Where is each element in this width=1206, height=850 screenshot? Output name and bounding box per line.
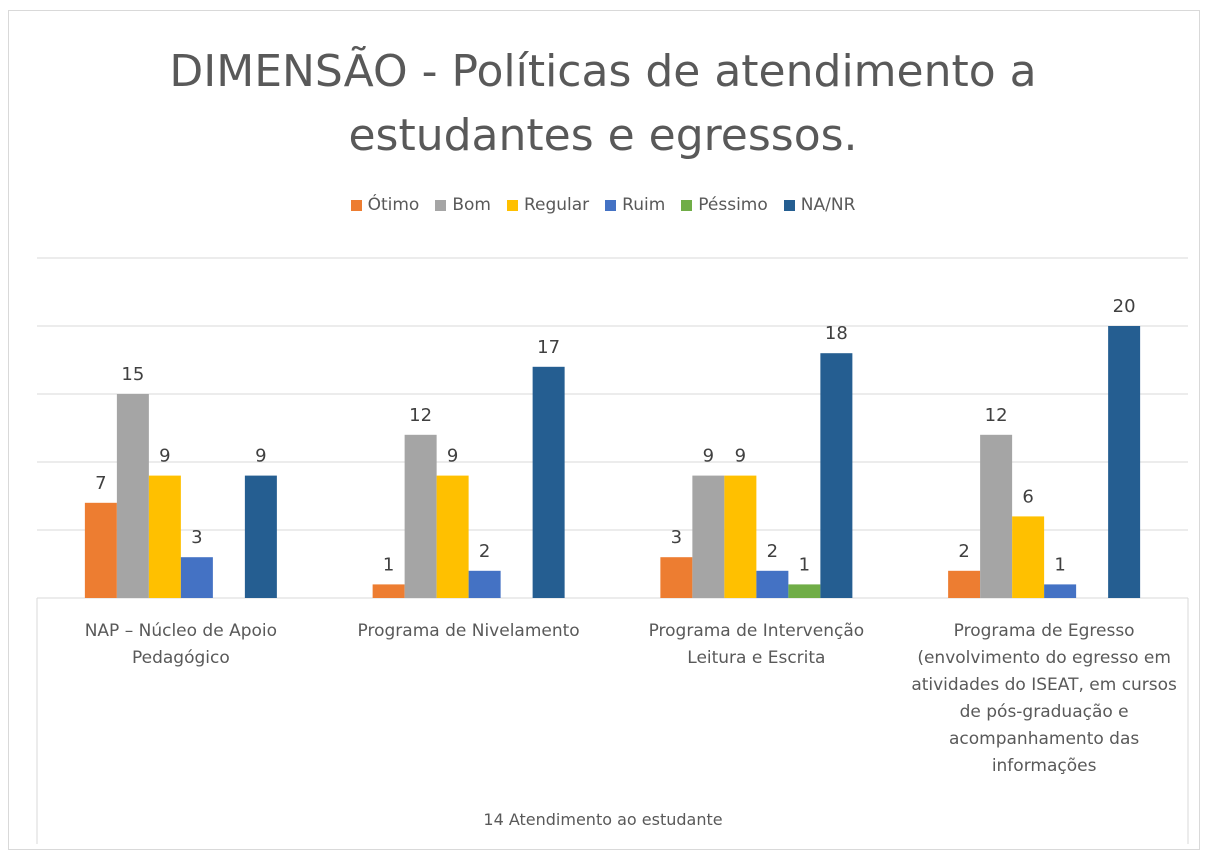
- bar: [468, 570, 501, 598]
- data-label: 18: [825, 323, 848, 344]
- legend-item: Regular: [506, 195, 590, 215]
- data-label: 12: [409, 405, 432, 426]
- bar: [84, 502, 117, 598]
- data-label: 1: [383, 554, 394, 575]
- legend-swatch: [435, 199, 447, 211]
- data-label: 1: [1054, 554, 1065, 575]
- data-label: 1: [799, 554, 810, 575]
- bar: [756, 570, 789, 598]
- data-label: 20: [1113, 296, 1136, 317]
- legend-label: Bom: [452, 195, 491, 215]
- bar: [1012, 516, 1045, 598]
- legend-swatch: [783, 199, 795, 211]
- legend-item: NA/NR: [783, 195, 856, 215]
- legend-swatch: [605, 199, 617, 211]
- legend-label: Ruim: [622, 195, 666, 215]
- bar: [980, 434, 1013, 598]
- data-label: 2: [958, 541, 969, 562]
- bar: [148, 475, 181, 598]
- data-label: 7: [95, 473, 106, 494]
- x-tick-label: Programa de Nivelamento: [357, 621, 580, 641]
- bar: [788, 584, 821, 598]
- data-label: 3: [671, 527, 682, 548]
- legend-swatch: [506, 199, 518, 211]
- bar: [116, 394, 149, 598]
- legend-label: NA/NR: [800, 195, 856, 215]
- bar: [660, 557, 693, 598]
- bar: [436, 475, 469, 598]
- data-label: 2: [479, 541, 490, 562]
- data-label: 9: [703, 446, 714, 467]
- x-tick-label: Programa de Egresso (envolvimento do egr…: [911, 621, 1177, 776]
- x-axis-label: 14 Atendimento ao estudante: [483, 810, 723, 829]
- bar: [820, 353, 853, 598]
- bar: [532, 366, 565, 598]
- bar: [404, 434, 437, 598]
- data-label: 15: [121, 364, 144, 385]
- legend-item: Ótimo: [350, 195, 420, 215]
- data-label: 9: [255, 446, 266, 467]
- legend-swatch: [681, 199, 693, 211]
- data-label: 9: [159, 446, 170, 467]
- bar: [180, 557, 213, 598]
- bar: [692, 475, 725, 598]
- data-label: 2: [767, 541, 778, 562]
- data-label: 9: [447, 446, 458, 467]
- x-tick-label: NAP – Núcleo de Apoio Pedagógico: [84, 621, 278, 668]
- bar: [1108, 326, 1141, 598]
- x-tick-label: Programa de Intervenção Leitura e Escrit…: [648, 621, 865, 668]
- data-label: 6: [1022, 486, 1033, 507]
- legend-label: Regular: [523, 195, 590, 215]
- data-label: 17: [537, 337, 560, 358]
- legend-item: Bom: [435, 195, 491, 215]
- legend-label: Péssimo: [698, 195, 768, 215]
- legend-item: Péssimo: [681, 195, 768, 215]
- data-label: 12: [985, 405, 1008, 426]
- data-label: 9: [735, 446, 746, 467]
- legend: Ótimo Bom Regular Ruim Péssimo NA/NR: [0, 195, 1206, 215]
- bar: [1044, 584, 1077, 598]
- chart-title: DIMENSÃO - Políticas de atendimento a es…: [169, 46, 1037, 161]
- data-label: 3: [191, 527, 202, 548]
- legend-label: Ótimo: [367, 195, 420, 215]
- bar: [724, 475, 757, 598]
- legend-item: Ruim: [605, 195, 665, 215]
- bar: [372, 584, 405, 598]
- bar: [948, 570, 981, 598]
- bar: [244, 475, 277, 598]
- legend-swatch: [350, 199, 362, 211]
